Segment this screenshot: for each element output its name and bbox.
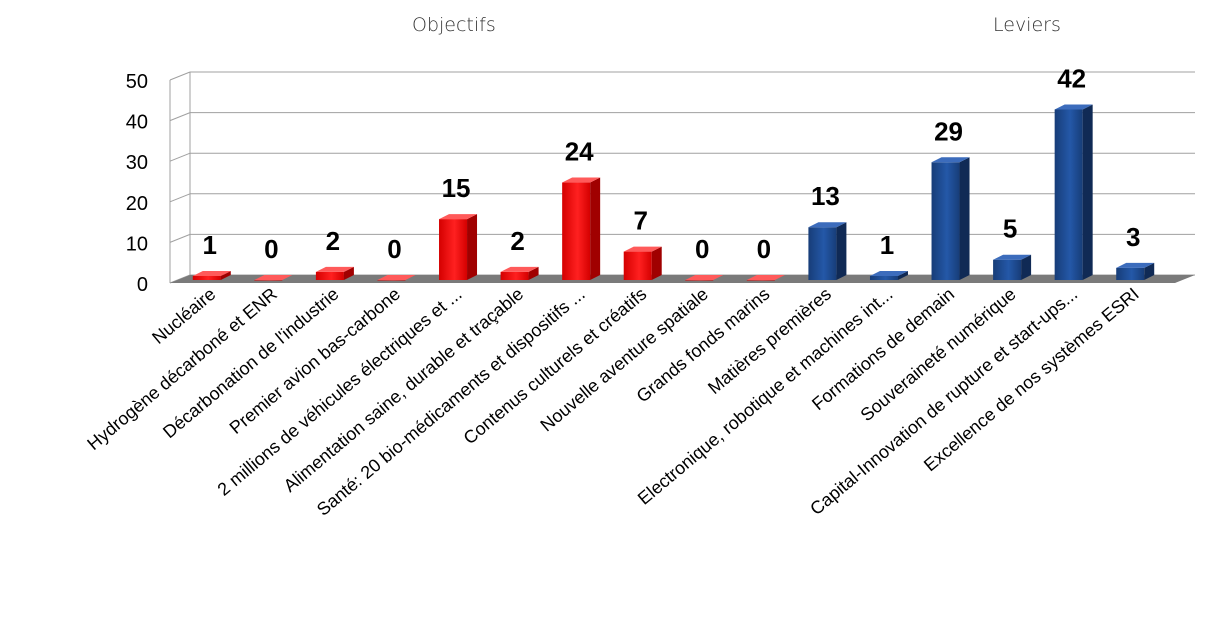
bar: [1054, 104, 1093, 280]
gridline-side: [169, 71, 191, 81]
bar: [562, 177, 601, 280]
data-label: 24: [565, 137, 594, 167]
bar-front: [254, 280, 283, 281]
bar: [254, 275, 293, 281]
bar-top: [439, 214, 478, 220]
bar-top: [377, 275, 416, 280]
bar-side: [467, 214, 478, 280]
gridline-side: [169, 112, 191, 122]
group-label-leviers: Leviers: [993, 14, 1061, 36]
bar: [315, 266, 354, 280]
data-label: 0: [757, 234, 771, 264]
bar: [192, 270, 231, 280]
bar-top: [746, 275, 785, 280]
y-tick-label: 10: [126, 233, 148, 255]
bar-front: [562, 182, 591, 280]
bar-side: [528, 266, 539, 280]
bar-front: [931, 162, 960, 280]
bar-top: [192, 270, 231, 276]
data-label: 2: [326, 226, 340, 256]
bar-top: [500, 266, 539, 272]
data-label: 29: [934, 116, 963, 146]
y-tick-label: 50: [126, 71, 148, 93]
bar-side: [1082, 104, 1093, 280]
data-label: 1: [880, 230, 894, 260]
data-label: 13: [811, 181, 840, 211]
data-label: 2: [510, 226, 524, 256]
bar-front: [1116, 267, 1145, 280]
bar-side: [1144, 262, 1155, 280]
bar-side: [590, 177, 601, 280]
data-label: 0: [264, 234, 278, 264]
y-tick-label: 30: [126, 152, 148, 174]
data-label: 7: [633, 206, 647, 236]
bar-front: [746, 280, 775, 281]
gridline-side: [169, 193, 191, 203]
bar-side: [959, 157, 970, 280]
bar: [1116, 262, 1155, 280]
bar: [993, 254, 1032, 280]
bar-side: [220, 270, 231, 280]
bar-side: [651, 246, 662, 280]
gridlines: [169, 71, 1195, 284]
bar-top: [254, 275, 293, 280]
bar-top: [1116, 262, 1155, 268]
bar: [931, 157, 970, 280]
bar-front: [993, 259, 1022, 280]
data-label: 15: [442, 173, 471, 203]
bar-front: [377, 280, 406, 281]
gridline-side: [169, 233, 191, 243]
data-label: 1: [203, 230, 217, 260]
y-tick-label: 20: [126, 193, 148, 215]
bar: [685, 275, 724, 281]
data-label: 5: [1003, 214, 1017, 244]
bar-top: [685, 275, 724, 280]
bar: [869, 270, 908, 280]
bar-top: [931, 157, 970, 163]
bar: [377, 275, 416, 281]
bar-front: [869, 275, 898, 280]
bar: [439, 214, 478, 280]
bar-top: [315, 266, 354, 272]
bar-top: [1054, 104, 1093, 110]
data-label: 0: [695, 234, 709, 264]
bar-front: [1054, 109, 1083, 280]
bar-top: [562, 177, 601, 183]
bar-front: [500, 271, 529, 280]
bar-top: [993, 254, 1032, 260]
bar-side: [1021, 254, 1032, 280]
y-tick-label: 0: [137, 274, 148, 296]
bar-side: [343, 266, 354, 280]
bar: [500, 266, 539, 280]
bar-front: [192, 275, 221, 280]
data-label: 0: [387, 234, 401, 264]
bar-front: [623, 251, 652, 280]
bar: [746, 275, 785, 281]
data-label: 3: [1126, 222, 1140, 252]
bar-front: [808, 227, 837, 280]
bar: [623, 246, 662, 280]
data-label: 42: [1057, 63, 1086, 93]
bar-side: [836, 222, 847, 280]
bar: [808, 222, 847, 280]
bar-top: [869, 270, 908, 276]
gridline-side: [169, 152, 191, 162]
group-label-objectifs: Objectifs: [412, 14, 496, 36]
bar-top: [623, 246, 662, 252]
bar-top: [808, 222, 847, 228]
bar-front: [315, 271, 344, 280]
y-tick-label: 40: [126, 112, 148, 134]
bar-side: [897, 270, 908, 280]
bar-front: [439, 219, 468, 280]
bar-front: [685, 280, 714, 281]
